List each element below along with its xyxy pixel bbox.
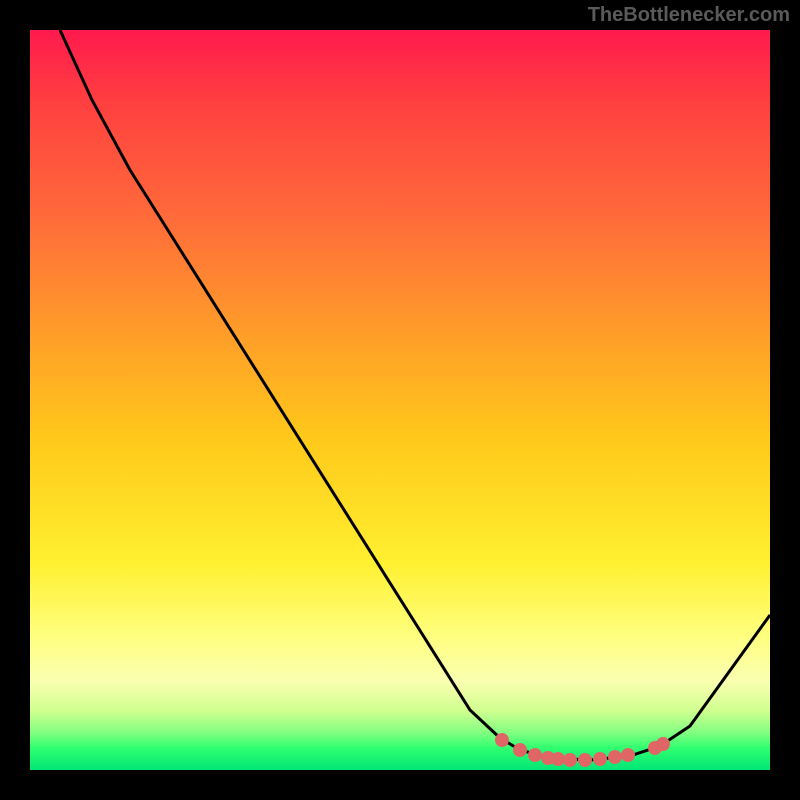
optimal-marker	[608, 750, 622, 764]
plot-area	[30, 30, 770, 770]
optimal-marker	[495, 733, 509, 747]
optimal-marker	[593, 752, 607, 766]
optimal-marker	[551, 752, 565, 766]
optimal-marker	[656, 737, 670, 751]
optimal-marker	[513, 743, 527, 757]
optimal-marker	[621, 748, 635, 762]
optimal-marker	[528, 748, 542, 762]
chart-container: TheBottlenecker.com	[0, 0, 800, 800]
optimal-marker	[563, 753, 577, 767]
curve-svg	[30, 30, 770, 770]
bottleneck-curve	[60, 30, 770, 760]
optimal-marker	[578, 753, 592, 767]
attribution-text: TheBottlenecker.com	[588, 4, 790, 27]
